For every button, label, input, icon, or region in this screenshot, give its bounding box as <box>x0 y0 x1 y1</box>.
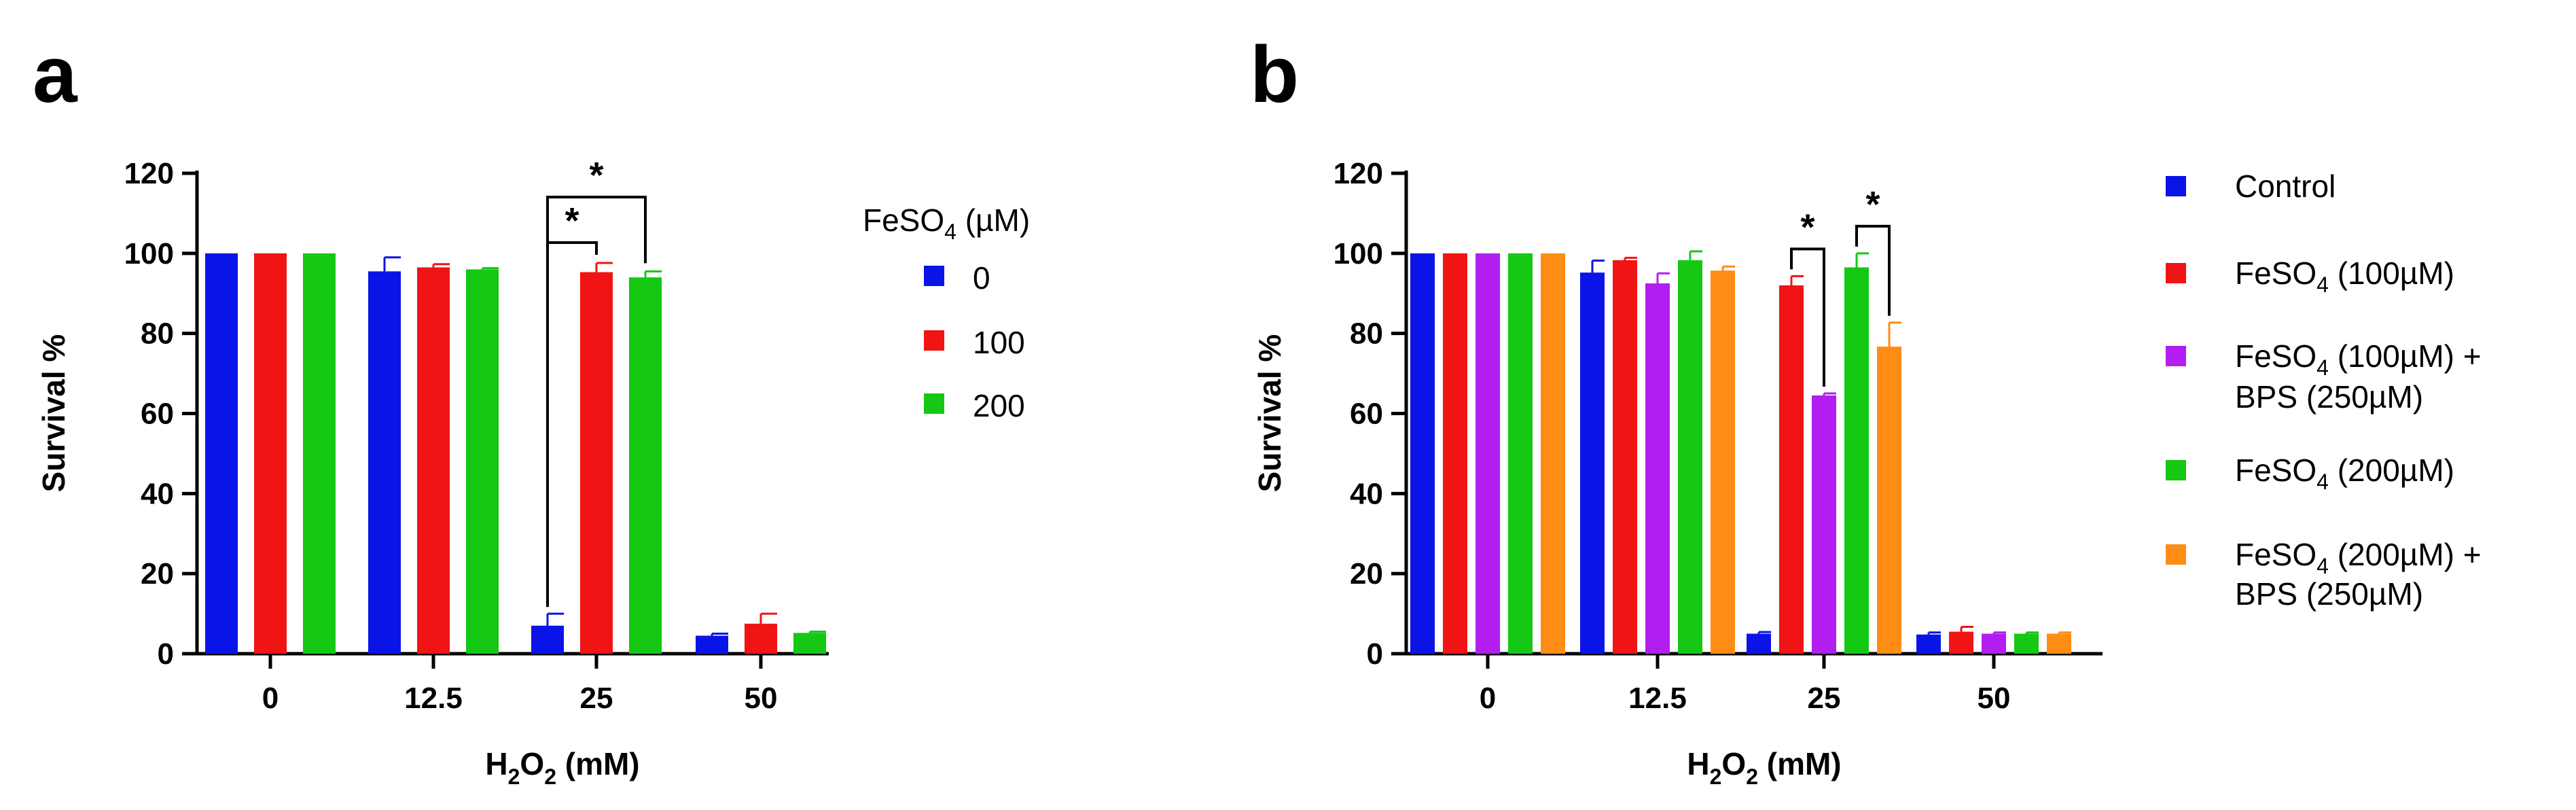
bar <box>531 625 564 654</box>
legend-label: FeSO4 (200µM) <box>2235 453 2454 494</box>
legend-swatch <box>2166 544 2186 565</box>
significance-star: * <box>565 200 579 241</box>
x-tick-label: 25 <box>580 682 613 715</box>
legend-swatch <box>2166 460 2186 480</box>
bar <box>580 272 613 654</box>
legend-label: FeSO4 (100µM) <box>2235 256 2454 297</box>
x-tick-label: 50 <box>745 682 778 715</box>
panel-letter-a: a <box>33 30 78 120</box>
y-tick-label: 0 <box>1367 637 1383 671</box>
legend-swatch <box>924 330 944 351</box>
bar <box>1508 253 1533 654</box>
bar <box>1711 270 1735 654</box>
bar <box>1982 633 2006 654</box>
significance-bracket <box>546 196 647 608</box>
legend-swatch <box>2166 176 2186 196</box>
bar <box>793 633 826 654</box>
legend-label: Control <box>2235 169 2336 204</box>
y-tick-label: 100 <box>1334 237 1383 270</box>
bar <box>1812 395 1836 654</box>
bar <box>368 271 401 654</box>
legend-label: BPS (250µM) <box>2235 379 2423 415</box>
y-tick-label: 80 <box>141 317 174 351</box>
y-tick-label: 60 <box>141 398 174 431</box>
legend-label: FeSO4 (100µM) + <box>2235 338 2482 380</box>
bar <box>417 267 450 654</box>
bar <box>1410 253 1435 654</box>
bar <box>1844 267 1869 654</box>
x-tick-label: 0 <box>1480 682 1496 715</box>
panel-a-x-axis-title: H2O2 (mM) <box>485 746 639 789</box>
x-tick-label: 25 <box>1808 682 1841 715</box>
bar <box>1916 634 1941 654</box>
legend-label: 200 <box>973 388 1025 423</box>
legend-swatch <box>2166 346 2186 366</box>
bar <box>1475 253 1500 654</box>
panel-a-legend: 0 100 200 <box>924 260 1025 423</box>
x-tick-label: 12.5 <box>1628 682 1687 715</box>
bar <box>1443 253 1467 654</box>
panel-b-y-axis-title: Survival % <box>1252 334 1287 493</box>
y-tick-label: 40 <box>141 477 174 510</box>
x-tick-label: 12.5 <box>404 682 463 715</box>
y-tick-label: 120 <box>1334 157 1383 190</box>
legend-label: BPS (250µM) <box>2235 576 2423 612</box>
panel-b-plot: 0 20 40 60 80 100 120 0 12.5 25 50 * * <box>1334 157 2103 715</box>
y-tick-label: 0 <box>158 637 174 671</box>
bar <box>2047 633 2071 654</box>
legend-label: 0 <box>973 260 990 296</box>
bar <box>1747 633 1771 654</box>
legend-swatch <box>924 266 944 286</box>
bar <box>1541 253 1565 654</box>
significance-bracket <box>1855 224 1891 316</box>
y-tick-label: 20 <box>1350 557 1383 591</box>
bar <box>696 635 728 654</box>
legend-swatch <box>924 393 944 414</box>
bar <box>629 277 662 654</box>
panel-letter-b: b <box>1250 30 1299 120</box>
bar <box>254 253 287 654</box>
significance-star: * <box>1800 207 1814 247</box>
panel-a-plot: 0 20 40 60 80 100 120 0 12.5 25 50 ** <box>124 155 829 715</box>
significance-star: * <box>1865 184 1880 225</box>
bar <box>466 269 499 654</box>
bar <box>303 253 336 654</box>
legend-label: 100 <box>973 325 1025 360</box>
x-tick-label: 50 <box>1978 682 2011 715</box>
legend-label: FeSO4 (200µM) + <box>2235 537 2482 578</box>
y-tick-label: 60 <box>1350 398 1383 431</box>
bar <box>205 253 238 654</box>
bar <box>745 623 777 654</box>
bar <box>1613 260 1637 654</box>
legend-swatch <box>2166 263 2186 283</box>
y-tick-label: 100 <box>124 237 174 270</box>
panel-a-y-axis-title: Survival % <box>36 334 71 493</box>
bar <box>1580 272 1605 654</box>
y-tick-label: 80 <box>1350 317 1383 351</box>
significance-star: * <box>589 155 603 196</box>
bar <box>1877 347 1901 654</box>
bar <box>1949 631 1973 654</box>
bar <box>1645 283 1670 654</box>
x-tick-label: 0 <box>262 682 279 715</box>
bar <box>2014 633 2039 654</box>
significance-bracket <box>1790 247 1825 387</box>
bar <box>1678 260 1702 654</box>
panel-a-legend-title: FeSO4 (µM) <box>863 202 1030 244</box>
bar <box>1779 285 1804 654</box>
y-tick-label: 120 <box>124 157 174 190</box>
y-tick-label: 20 <box>141 557 174 591</box>
panel-b-x-axis-title: H2O2 (mM) <box>1687 746 1841 789</box>
y-tick-label: 40 <box>1350 477 1383 510</box>
